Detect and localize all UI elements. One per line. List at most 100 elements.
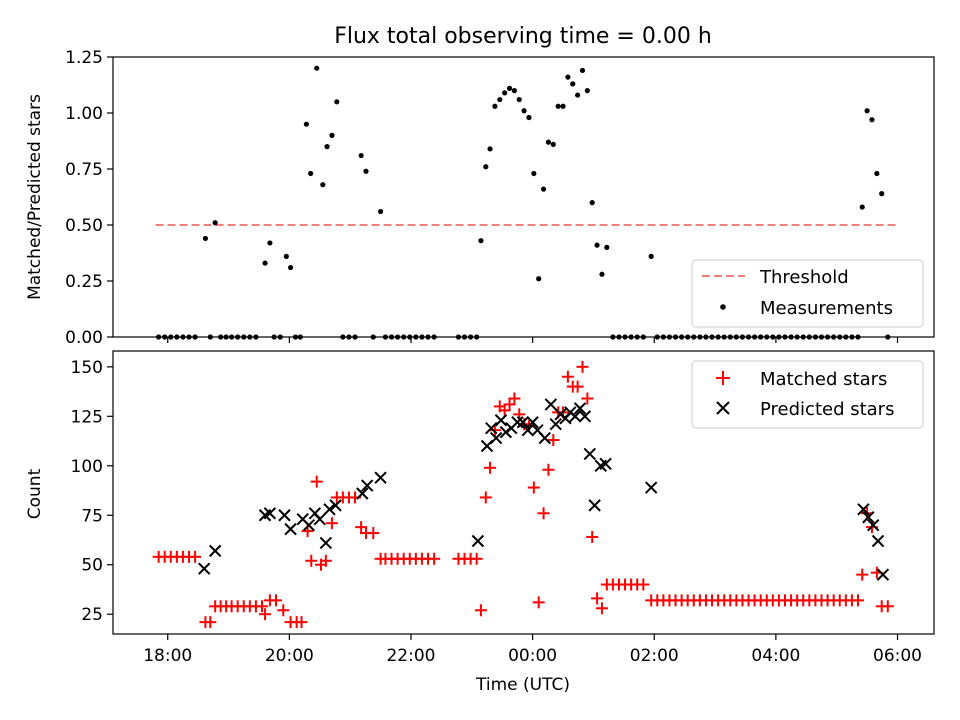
predicted-star-marker: [862, 511, 875, 524]
measurement-point: [492, 103, 498, 109]
matched-star-marker: [532, 596, 545, 609]
measurement-point: [531, 170, 537, 177]
measurement-point: [202, 235, 209, 242]
ratio-y-tick-label: 1.00: [65, 104, 103, 124]
counts-y-tick-label: 25: [81, 605, 103, 625]
predicted-star-marker: [568, 410, 582, 423]
measurement-point: [308, 170, 314, 177]
matched-star-marker: [277, 604, 290, 617]
matched-star-marker: [595, 602, 608, 615]
legend-measurements-swatch: [720, 304, 726, 310]
predicted-star-marker: [544, 398, 558, 411]
measurement-point: [502, 90, 508, 96]
matched-star-marker: [581, 392, 594, 405]
measurement-point: [550, 141, 556, 147]
counts-panel: 25 50 75 100 125 150 18:00 20:00 22:00 00:00 02:0…: [25, 350, 935, 666]
counts-y-tick-label: 50: [81, 556, 103, 576]
matched-star-marker: [527, 481, 540, 494]
matched-star-marker: [637, 578, 650, 591]
counts-x-tick-label: 04:00: [751, 646, 800, 666]
matched-star-marker: [255, 600, 268, 613]
measurement-point: [604, 244, 610, 250]
predicted-star-marker: [319, 536, 333, 550]
counts-y-tick-label: 100: [71, 457, 103, 477]
predicted-star-marker: [329, 499, 342, 512]
predicted-star-marker: [198, 562, 211, 575]
counts-y-tick-label: 150: [71, 358, 103, 378]
matched-star-marker: [571, 380, 584, 393]
measurement-point: [648, 253, 654, 259]
predicted-star-marker: [374, 471, 387, 484]
measurement-point: [589, 200, 595, 206]
measurement-point: [334, 99, 340, 105]
predicted-star-marker: [278, 509, 291, 522]
counts-markers-layer: [152, 360, 894, 629]
ratio-legend: Threshold Measurements: [691, 259, 924, 328]
counts-x-tick-label: 02:00: [630, 646, 679, 666]
matched-star-marker: [259, 608, 272, 621]
predicted-star-marker: [871, 534, 885, 548]
matched-star-marker: [474, 604, 487, 617]
measurement-point: [874, 170, 880, 177]
measurement-point: [575, 92, 581, 98]
measurement-point: [565, 74, 571, 80]
measurement-point: [594, 242, 600, 248]
ratio-y-tick-label: 0.75: [65, 160, 103, 180]
predicted-star-marker: [360, 479, 374, 492]
measurement-point: [516, 96, 522, 103]
predicted-star-marker: [356, 487, 369, 500]
measurement-point: [869, 117, 875, 123]
matched-star-marker: [367, 527, 380, 540]
measurement-point: [329, 132, 335, 138]
measurement-point: [521, 108, 527, 114]
measurement-point: [483, 164, 489, 170]
measurement-point: [363, 168, 369, 174]
ratio-y-tick-label: 0.25: [65, 272, 103, 292]
predicted-star-marker: [263, 507, 277, 520]
predicted-star-marker: [538, 431, 551, 445]
measurement-point: [283, 253, 289, 259]
predicted-star-marker: [549, 418, 562, 431]
measurement-point: [358, 152, 364, 159]
matched-star-marker: [488, 424, 501, 437]
measurement-point: [262, 260, 268, 266]
measurement-point: [545, 139, 552, 145]
measurement-point: [478, 238, 484, 244]
matched-star-marker: [319, 554, 332, 567]
matched-star-marker: [479, 491, 492, 504]
predicted-star-marker: [284, 522, 297, 536]
x-axis-label: Time (UTC): [475, 675, 570, 695]
matched-star-marker: [856, 568, 869, 581]
matched-star-marker: [484, 461, 497, 474]
matched-star-marker: [470, 552, 483, 565]
measurement-point: [579, 67, 586, 74]
matched-star-marker: [269, 594, 282, 607]
counts-x-tick-label: 22:00: [386, 646, 435, 666]
measurement-point: [536, 276, 542, 282]
matched-star-marker: [586, 531, 599, 544]
measurement-point: [859, 204, 865, 210]
counts-x-tick-label: 00:00: [508, 646, 557, 666]
predicted-star-marker: [494, 414, 508, 427]
predicted-star-marker: [499, 425, 513, 439]
matched-star-marker: [325, 517, 338, 530]
predicted-star-marker: [208, 544, 222, 558]
measurement-point: [267, 240, 273, 246]
matched-star-marker: [305, 554, 318, 567]
matched-star-marker: [189, 550, 202, 563]
measurement-point: [879, 191, 885, 197]
measurement-point: [584, 88, 590, 94]
predicted-star-marker: [583, 447, 596, 461]
measurement-point: [511, 88, 517, 94]
counts-y-tick-label: 75: [81, 506, 103, 526]
measurement-point: [324, 144, 330, 150]
counts-legend: Matched stars Predicted stars: [691, 360, 924, 429]
measurements-layer: [156, 65, 891, 340]
ratio-y-tick-label: 1.25: [65, 48, 103, 68]
predicted-star-marker: [511, 416, 524, 429]
predicted-star-marker: [302, 518, 316, 532]
measurement-point: [320, 182, 326, 188]
matched-star-marker: [295, 616, 308, 629]
matched-star-marker: [576, 360, 589, 373]
